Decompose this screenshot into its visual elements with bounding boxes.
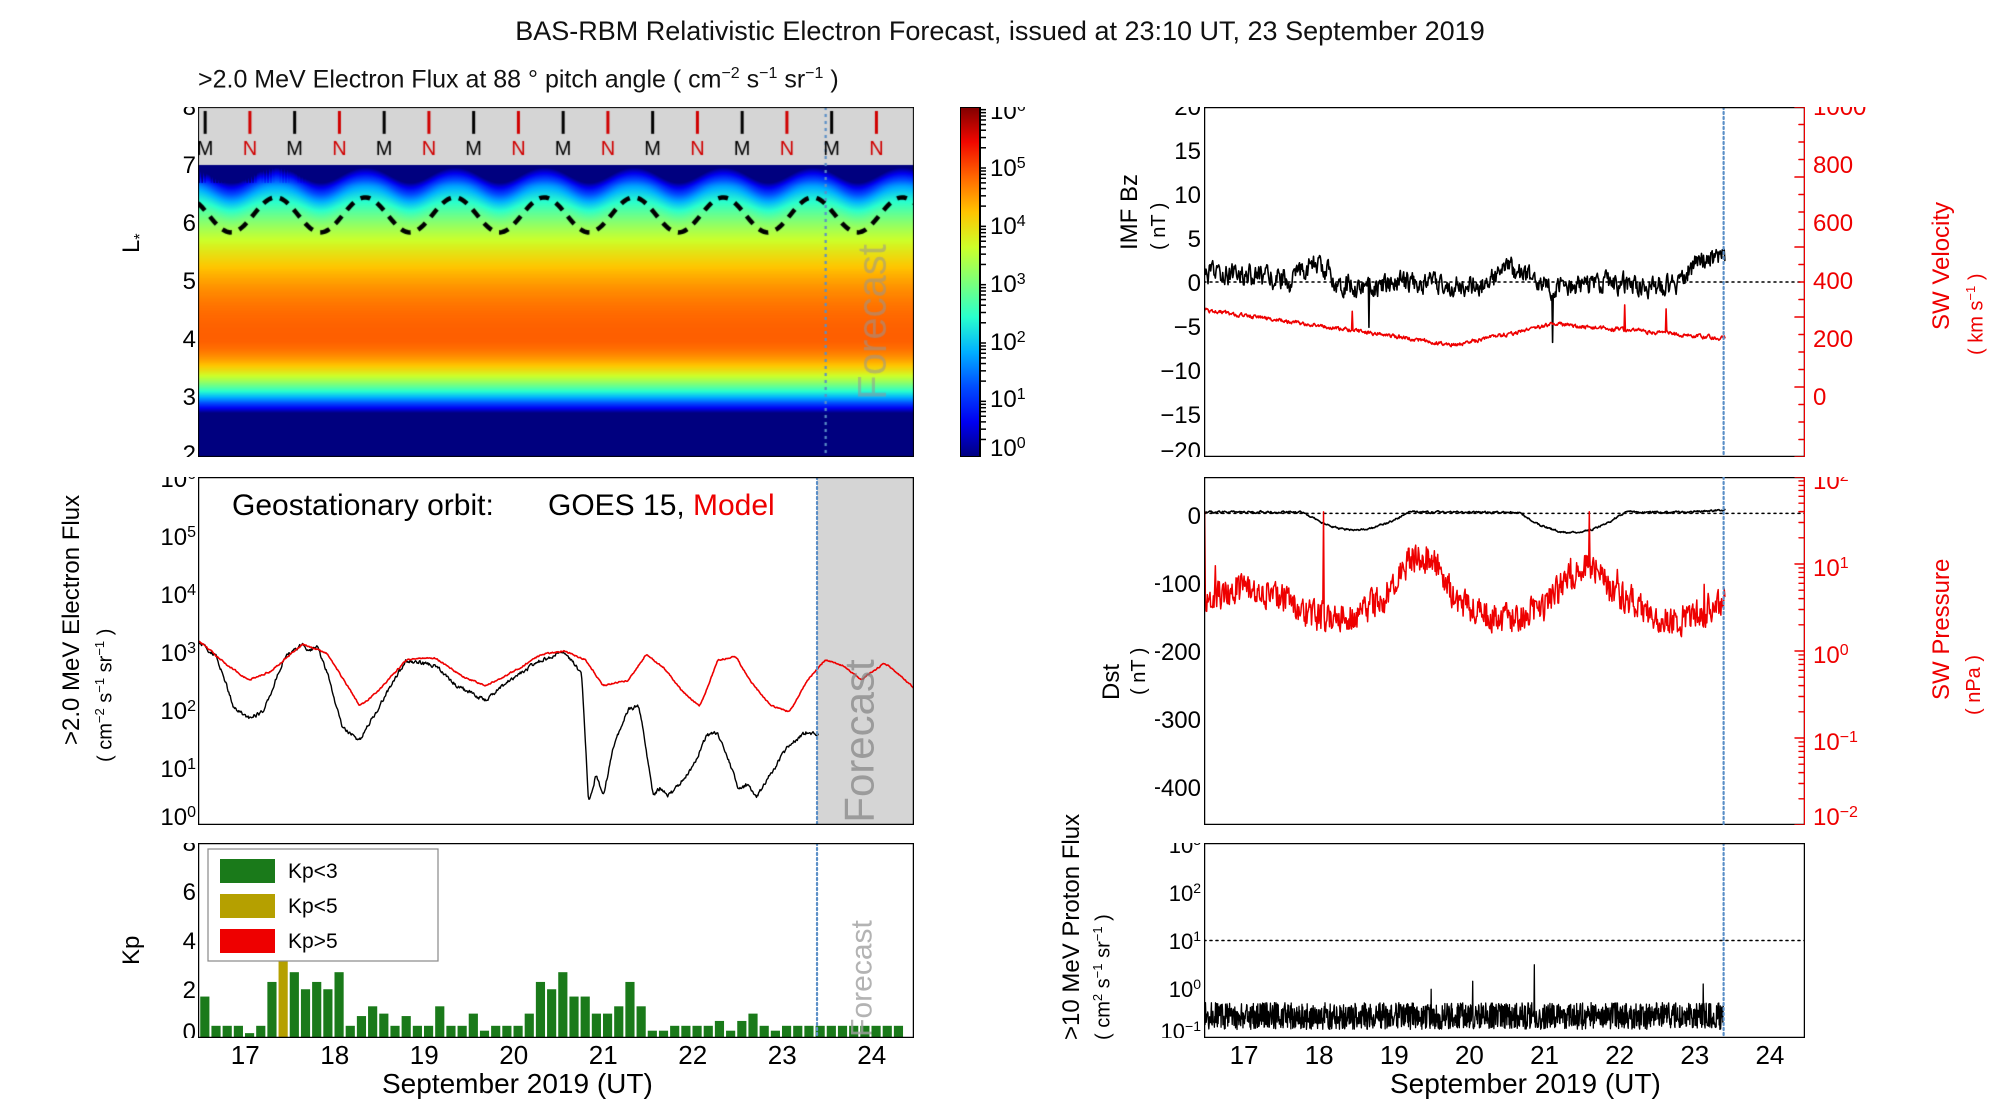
svg-text:0: 0 <box>1188 503 1201 530</box>
svg-text:104: 104 <box>160 582 196 609</box>
svg-text:100: 100 <box>160 804 196 825</box>
svg-text:800: 800 <box>1813 152 1853 179</box>
svg-text:106: 106 <box>160 477 196 493</box>
svg-text:Kp<5: Kp<5 <box>288 895 338 918</box>
svg-text:2: 2 <box>183 441 196 457</box>
svg-text:106: 106 <box>990 107 1026 125</box>
svg-text:103: 103 <box>160 640 196 667</box>
svg-text:105: 105 <box>160 524 196 551</box>
svg-text:2: 2 <box>183 977 196 1004</box>
svg-text:7: 7 <box>183 152 196 179</box>
svg-text:400: 400 <box>1813 268 1853 295</box>
svg-text:103: 103 <box>1169 843 1201 858</box>
svg-text:0: 0 <box>1188 270 1201 297</box>
svg-text:15: 15 <box>1174 138 1201 165</box>
svg-text:−400: −400 <box>1155 775 1201 802</box>
svg-text:6: 6 <box>183 879 196 906</box>
svg-text:0: 0 <box>1813 384 1826 411</box>
svg-text:4: 4 <box>183 326 196 353</box>
svg-text:100: 100 <box>1169 976 1201 1002</box>
svg-text:101: 101 <box>1813 555 1849 582</box>
svg-text:101: 101 <box>160 756 196 783</box>
svg-text:−300: −300 <box>1155 707 1201 734</box>
svg-text:4: 4 <box>183 928 196 955</box>
svg-text:600: 600 <box>1813 210 1853 237</box>
svg-text:103: 103 <box>990 271 1026 298</box>
svg-text:104: 104 <box>990 213 1026 240</box>
svg-text:−200: −200 <box>1155 639 1201 666</box>
svg-text:Forecast: Forecast <box>846 919 879 1036</box>
svg-text:5: 5 <box>1188 226 1201 253</box>
svg-text:102: 102 <box>1169 880 1201 906</box>
svg-text:102: 102 <box>990 329 1026 356</box>
svg-text:10−1: 10−1 <box>1813 729 1858 756</box>
svg-text:10−1: 10−1 <box>1161 1018 1202 1038</box>
svg-text:−15: −15 <box>1160 402 1201 429</box>
svg-text:Geostationary orbit:: Geostationary orbit: <box>232 489 494 522</box>
svg-text:−20: −20 <box>1160 438 1201 457</box>
svg-text:8: 8 <box>183 107 196 121</box>
svg-text:6: 6 <box>183 210 196 237</box>
svg-text:8: 8 <box>183 843 196 857</box>
svg-text:1000: 1000 <box>1813 107 1866 121</box>
svg-text:Model: Model <box>693 489 775 522</box>
svg-text:5: 5 <box>183 268 196 295</box>
svg-text:20: 20 <box>1174 107 1201 121</box>
svg-text:105: 105 <box>990 155 1026 182</box>
svg-text:Kp>5: Kp>5 <box>288 930 338 953</box>
svg-text:Kp<3: Kp<3 <box>288 860 338 883</box>
svg-text:−100: −100 <box>1155 571 1201 598</box>
svg-text:102: 102 <box>1813 477 1849 495</box>
svg-text:10−2: 10−2 <box>1813 804 1858 825</box>
svg-text:101: 101 <box>1169 928 1201 954</box>
svg-text:Forecast: Forecast <box>836 659 883 823</box>
svg-text:−10: −10 <box>1160 358 1201 385</box>
svg-text:101: 101 <box>990 386 1026 413</box>
svg-text:10: 10 <box>1174 182 1201 209</box>
svg-text:0: 0 <box>183 1019 196 1038</box>
svg-text:100: 100 <box>1813 642 1849 669</box>
svg-text:102: 102 <box>160 698 196 725</box>
svg-text:200: 200 <box>1813 326 1853 353</box>
svg-text:3: 3 <box>183 384 196 411</box>
svg-text:100: 100 <box>990 435 1026 457</box>
svg-text:GOES 15,: GOES 15, <box>548 489 685 522</box>
svg-text:−5: −5 <box>1174 314 1201 341</box>
